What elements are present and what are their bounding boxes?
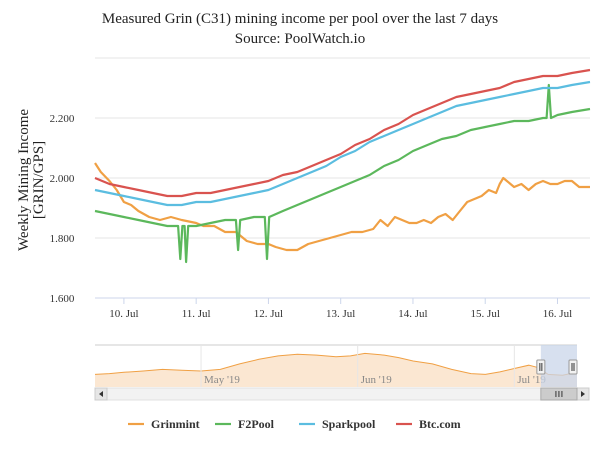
navigator-handle-left[interactable]	[536, 359, 546, 375]
series-line-sparkpool	[94, 80, 591, 207]
x-tick-label: 16. Jul	[543, 308, 572, 320]
navigator-tick-label: May '19	[204, 374, 240, 386]
y-axis-title: Weekly Mining Income [GRIN/GPS]	[16, 109, 47, 251]
chevron-left-icon	[99, 391, 103, 397]
y-axis-unit: [GRIN/GPS]	[31, 141, 47, 219]
y-tick-label: 2.200	[50, 113, 75, 125]
y-tick-label: 1.800	[50, 233, 75, 245]
x-tick-label: 15. Jul	[471, 308, 500, 320]
legend-label: F2Pool	[238, 417, 275, 431]
scrollbar[interactable]	[94, 387, 590, 401]
legend: Grinmint F2Pool Sparkpool Btc.com	[128, 417, 461, 431]
y-axis-ticks: 1.600 1.800 2.000 2.200	[50, 113, 75, 305]
navigator-tick-label: Jul '19	[517, 374, 546, 386]
x-tick-label: 12. Jul	[254, 308, 283, 320]
x-tick-label: 13. Jul	[326, 308, 355, 320]
chart-subtitle: Source: PoolWatch.io	[235, 31, 365, 47]
y-tick-label: 1.600	[50, 293, 75, 305]
navigator-area	[95, 353, 577, 387]
legend-label: Sparkpool	[322, 417, 376, 431]
x-tick-label: 14. Jul	[398, 308, 427, 320]
y-tick-label: 2.000	[50, 173, 75, 185]
series-line-grinmint	[94, 162, 590, 252]
series-line-f2pool	[94, 83, 591, 264]
scrollbar-track[interactable]	[94, 387, 578, 401]
x-tick-label: 10. Jul	[109, 308, 138, 320]
navigator[interactable]: May '19 Jun '19 Jul '19	[94, 344, 578, 387]
legend-label: Btc.com	[419, 417, 461, 431]
x-tick-label: 11. Jul	[182, 308, 211, 320]
legend-label: Grinmint	[151, 417, 200, 431]
y-axis-label: Weekly Mining Income	[16, 109, 32, 251]
series-line-btc-com	[94, 68, 591, 198]
chart-title: Measured Grin (C31) mining income per po…	[102, 11, 498, 27]
navigator-tick-label: Jun '19	[361, 374, 393, 386]
navigator-handle-right[interactable]	[568, 359, 578, 375]
plot-area	[94, 68, 591, 264]
x-axis: 10. Jul 11. Jul 12. Jul 13. Jul 14. Jul 15. J…	[95, 297, 590, 320]
chevron-right-icon	[581, 391, 585, 397]
